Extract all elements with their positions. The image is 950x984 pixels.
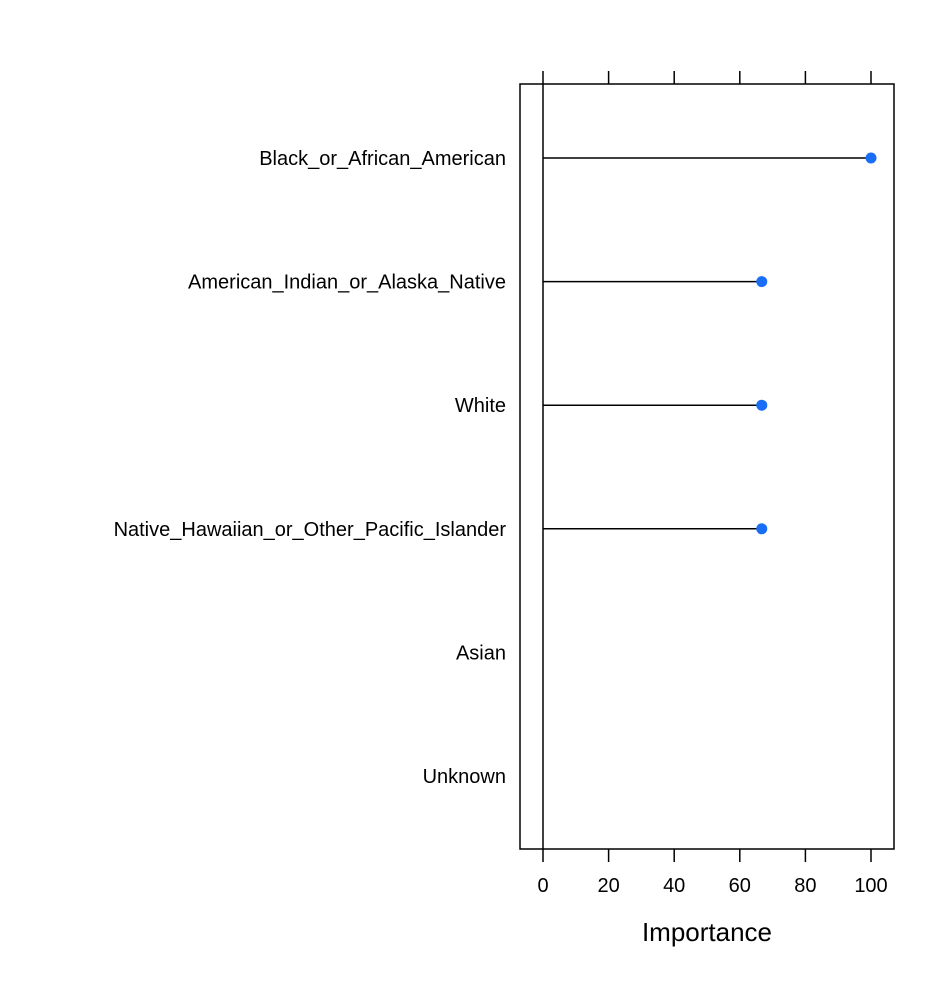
data-point (756, 399, 768, 411)
bottom-axis-ticks (542, 849, 872, 862)
category-labels: Black_or_African_American American_Indian… (114, 148, 507, 788)
stems (543, 157, 871, 530)
data-point (756, 276, 768, 288)
category-label: Unknown (423, 766, 506, 788)
category-label: Asian (456, 642, 506, 664)
data-point (865, 152, 877, 164)
x-axis-title: Importance (642, 917, 772, 947)
data-points (756, 152, 877, 535)
top-axis-ticks (542, 71, 872, 84)
category-label: American_Indian_or_Alaska_Native (188, 272, 506, 294)
category-label: Black_or_African_American (259, 148, 506, 170)
x-tick-label: 20 (597, 875, 619, 897)
x-tick-label: 40 (663, 875, 685, 897)
category-label: White (455, 395, 506, 417)
x-tick-label: 60 (729, 875, 751, 897)
data-point (756, 523, 768, 535)
x-tick-labels: 0 20 40 60 80 100 (537, 875, 887, 897)
category-label: Native_Hawaiian_or_Other_Pacific_Islande… (114, 519, 507, 541)
x-tick-label: 0 (537, 875, 548, 897)
x-tick-label: 80 (794, 875, 816, 897)
plot-frame (519, 83, 895, 850)
x-tick-label: 100 (854, 875, 887, 897)
